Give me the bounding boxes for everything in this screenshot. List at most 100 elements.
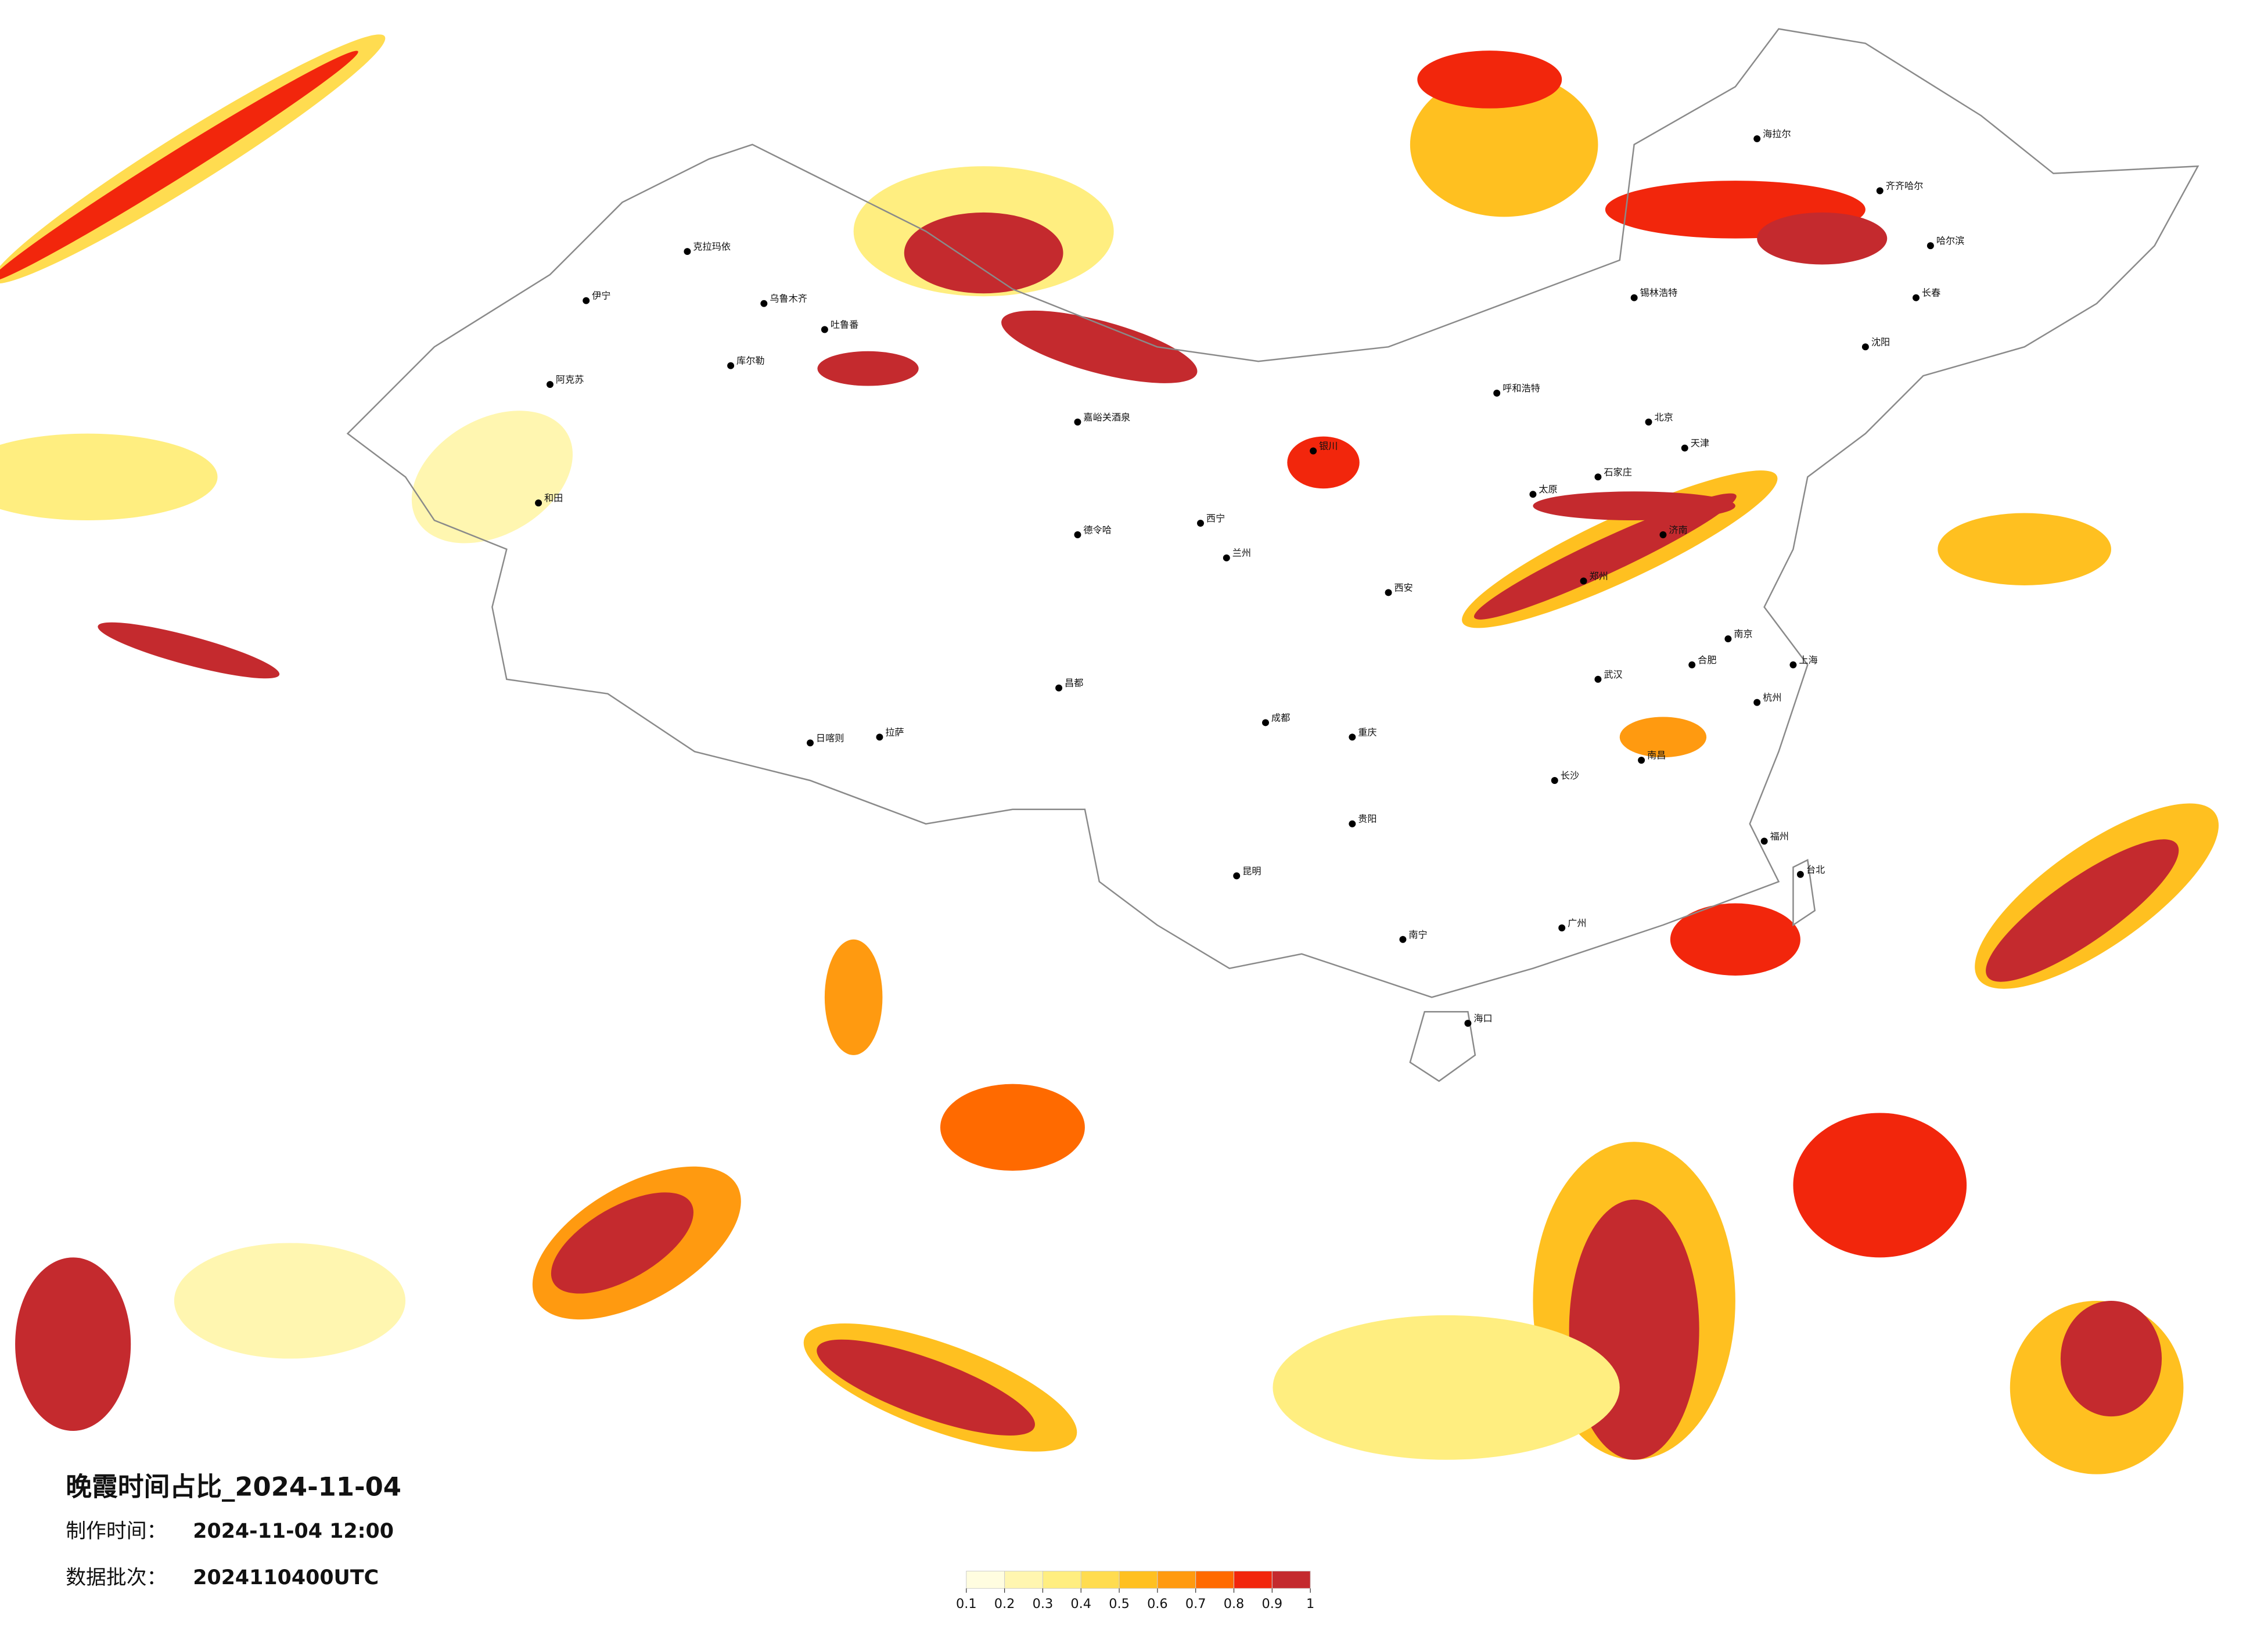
city-dot xyxy=(1876,187,1884,195)
city-dot xyxy=(876,733,883,741)
city-label: 南京 xyxy=(1734,628,1752,639)
city-dot xyxy=(1349,733,1356,741)
city-label: 成都 xyxy=(1271,712,1290,723)
colorbar-tick-label: 0.8 xyxy=(1224,1596,1245,1611)
colorbar-swatch xyxy=(1157,1570,1196,1589)
colorbar-tick-label: 1 xyxy=(1306,1596,1314,1611)
heat-area xyxy=(817,1339,1035,1436)
city-dot xyxy=(1796,870,1804,878)
heat-area xyxy=(1670,903,1800,976)
city-label: 乌鲁木齐 xyxy=(770,293,807,304)
colorbar-tick-label: 0.9 xyxy=(1262,1596,1283,1611)
heat-area xyxy=(15,1257,131,1431)
made-time-label: 制作时间： xyxy=(66,1520,167,1543)
city-label: 长春 xyxy=(1922,287,1940,298)
colorbar-tick-label: 0.1 xyxy=(956,1596,977,1611)
city-label: 杭州 xyxy=(1763,692,1781,703)
city-label: 长沙 xyxy=(1561,770,1579,781)
city-dot xyxy=(1760,837,1768,845)
colorbar: 0.1 0.2 0.3 0.4 0.5 0.6 0.7 0.8 0.9 1 xyxy=(956,1570,1314,1611)
city-dot xyxy=(1753,699,1761,706)
heat-area xyxy=(411,411,573,544)
heat-overlay xyxy=(0,34,2219,1474)
city-label: 银川 xyxy=(1319,441,1338,452)
city-dot xyxy=(1926,242,1934,250)
city-dot xyxy=(1645,418,1652,426)
heat-area xyxy=(904,212,1063,294)
city-dot xyxy=(1399,936,1407,943)
city-label: 石家庄 xyxy=(1604,466,1631,477)
city-label: 昆明 xyxy=(1242,865,1261,876)
colorbar-tick-label: 0.5 xyxy=(1109,1596,1130,1611)
city-label: 伊宁 xyxy=(592,290,610,301)
heat-area xyxy=(1473,493,1737,620)
city-dot xyxy=(1688,661,1696,668)
city-dot xyxy=(1558,924,1566,931)
city-label: 台北 xyxy=(1806,864,1825,875)
city-label: 嘉峪关酒泉 xyxy=(1083,412,1130,423)
heat-area xyxy=(817,351,919,386)
city-dot xyxy=(1630,294,1638,301)
city-dot xyxy=(1789,661,1797,668)
heat-area xyxy=(1533,491,1735,520)
colorbar-tick-label: 0.6 xyxy=(1147,1596,1168,1611)
heat-area xyxy=(98,622,280,679)
city-label: 拉萨 xyxy=(885,726,904,738)
city-dot xyxy=(1594,675,1602,683)
city-label: 海口 xyxy=(1473,1013,1492,1024)
city-label: 上海 xyxy=(1799,654,1817,665)
colorbar-swatch xyxy=(1042,1570,1081,1589)
city-dot xyxy=(1638,757,1645,764)
heat-area xyxy=(1287,436,1360,489)
city-dot xyxy=(1385,589,1392,596)
city-label: 重庆 xyxy=(1358,726,1376,738)
made-time-value: 2024-11-04 12:00 xyxy=(193,1520,394,1543)
colorbar-tick-label: 0.3 xyxy=(1033,1596,1054,1611)
city-dot xyxy=(684,248,691,256)
city-dot xyxy=(760,300,768,307)
city-label: 和田 xyxy=(544,492,563,503)
city-dot xyxy=(727,362,735,369)
city-dot xyxy=(1659,531,1667,538)
city-label: 吐鲁番 xyxy=(831,319,858,330)
island-outline xyxy=(1792,859,1816,927)
city-label: 合肥 xyxy=(1698,654,1716,665)
heat-area xyxy=(1938,513,2111,585)
city-label: 南宁 xyxy=(1408,929,1427,940)
city-label: 南昌 xyxy=(1647,750,1666,761)
city-dot xyxy=(1861,343,1869,351)
colorbar-swatch xyxy=(1004,1570,1043,1589)
city-label: 克拉玛依 xyxy=(693,241,731,252)
city-label: 锡林浩特 xyxy=(1640,287,1678,298)
heat-area xyxy=(1273,1315,1620,1460)
city-label: 海拉尔 xyxy=(1763,128,1791,139)
heat-area xyxy=(1986,839,2179,982)
colorbar-tick-label: 0.7 xyxy=(1185,1596,1206,1611)
city-label: 郑州 xyxy=(1590,571,1608,582)
heat-area xyxy=(2060,1301,2162,1417)
city-dot xyxy=(1464,1020,1472,1027)
city-dot xyxy=(1724,635,1732,643)
heat-area xyxy=(0,433,218,520)
heat-area xyxy=(1410,72,1598,217)
city-dot xyxy=(1223,554,1230,562)
batch-value: 2024110400UTC xyxy=(193,1566,379,1589)
city-dot xyxy=(1074,418,1081,426)
city-dot xyxy=(547,381,553,388)
colorbar-swatch xyxy=(1234,1570,1273,1589)
city-dot xyxy=(1594,473,1602,481)
city-label: 昌都 xyxy=(1065,678,1083,689)
city-dot xyxy=(1233,872,1241,880)
city-label: 天津 xyxy=(1691,438,1709,449)
heat-area xyxy=(1757,212,1888,265)
colorbar-tick-label: 0.2 xyxy=(994,1596,1015,1611)
city-label: 贵阳 xyxy=(1358,814,1376,825)
city-label: 沈阳 xyxy=(1871,336,1890,347)
city-dot xyxy=(821,326,828,333)
heat-area xyxy=(1619,717,1707,758)
colorbar-swatch xyxy=(1271,1570,1311,1589)
colorbar-swatch xyxy=(1080,1570,1120,1589)
